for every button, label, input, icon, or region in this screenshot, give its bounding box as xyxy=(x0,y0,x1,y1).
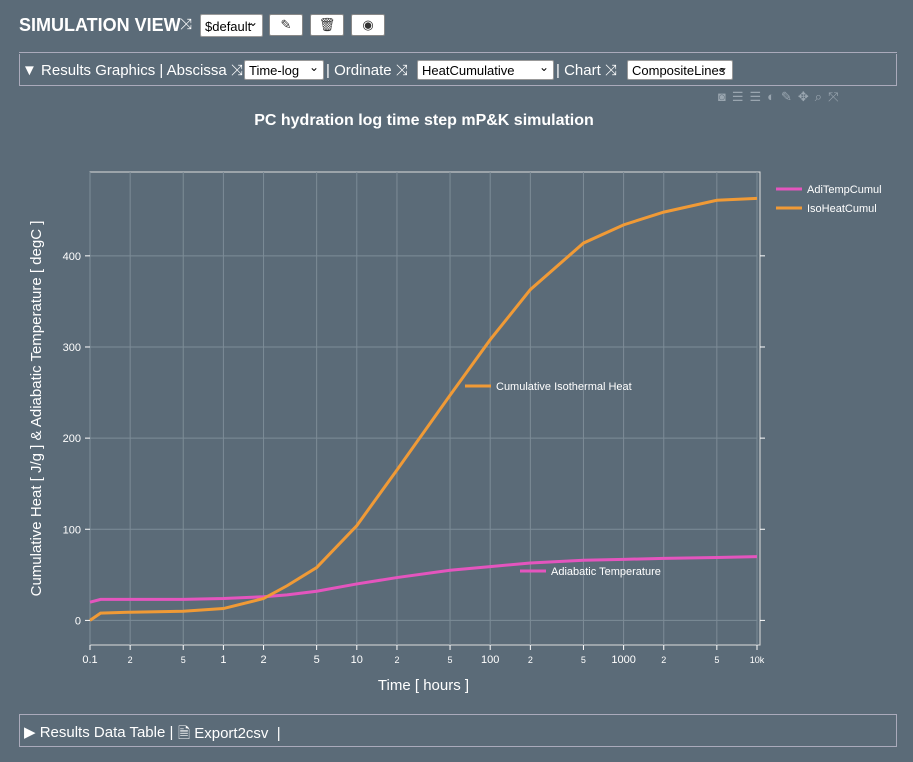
section-label: Results Graphics xyxy=(41,62,156,79)
x-axis-label: Time [ hours ] xyxy=(378,677,469,694)
x-tick-label: 1 xyxy=(220,654,226,666)
shuffle-icon: ⤨ xyxy=(180,16,193,33)
x-tick-label: 5 xyxy=(448,655,453,665)
abscissa-label: Abscissa xyxy=(166,62,227,79)
divider xyxy=(19,52,897,53)
series-line xyxy=(89,196,758,622)
y-tick-label: 0 xyxy=(75,615,81,627)
legend-label: AdiTempCumul xyxy=(807,184,882,196)
chart-title: PC hydration log time step mP&K simulati… xyxy=(254,112,594,129)
y-tick-label: 400 xyxy=(63,251,81,263)
toolbar-frame xyxy=(19,54,897,86)
x-tick-label: 5 xyxy=(181,655,186,665)
series-line xyxy=(89,555,758,604)
x-tick-label: 1000 xyxy=(611,654,635,666)
chart: PC hydration log time step mP&K simulati… xyxy=(28,112,882,694)
x-tick-label: 5 xyxy=(581,655,586,665)
x-tick-label: 2 xyxy=(394,655,399,665)
y-tick-label: 200 xyxy=(63,433,81,445)
export-button[interactable]: 🗎 Export2csv | xyxy=(178,725,281,742)
legend-label: IsoHeatCumul xyxy=(807,203,877,215)
export-label: Export2csv xyxy=(194,725,269,742)
delete-button[interactable]: 🗑 xyxy=(310,14,344,36)
view-button[interactable]: ◉ xyxy=(351,14,385,36)
ordinate-label: Ordinate xyxy=(334,62,392,79)
x-tick-label: 2 xyxy=(128,655,133,665)
chart-label: Chart xyxy=(564,62,601,79)
footer-section: Results Data Table xyxy=(39,724,166,741)
x-tick-label: 10k xyxy=(750,655,765,665)
x-tick-label: 5 xyxy=(714,655,719,665)
abscissa-select[interactable]: Time-log xyxy=(244,57,324,80)
x-tick-label: 0.1 xyxy=(82,654,97,666)
scenario-select[interactable]: $default xyxy=(200,11,263,37)
annotation: Adiabatic Temperature xyxy=(551,566,661,578)
y-tick-label: 100 xyxy=(63,524,81,536)
results-graphics-toggle[interactable]: ▼ Results Graphics | Abscissa ⤨ xyxy=(22,62,243,79)
x-tick-label: 2 xyxy=(260,654,266,666)
view-title: SIMULATION VIEW xyxy=(19,15,181,35)
chart-tools[interactable]: ◙☰☰◐✎✥⌕⤧ xyxy=(718,89,845,104)
chart-select[interactable]: CompositeLines xyxy=(627,57,733,80)
annotation: Cumulative Isothermal Heat xyxy=(496,381,632,393)
ordinate-group: | Ordinate ⤨ xyxy=(326,62,408,79)
x-tick-label: 5 xyxy=(314,654,320,666)
y-axis-label: Cumulative Heat [ J/g ] & Adiabatic Temp… xyxy=(28,221,45,597)
x-tick-label: 2 xyxy=(528,655,533,665)
edit-button[interactable]: ✎ xyxy=(269,14,303,36)
x-tick-label: 10 xyxy=(351,654,363,666)
results-table-toggle[interactable]: ▶ Results Data Table | xyxy=(24,724,174,741)
y-tick-label: 300 xyxy=(63,342,81,354)
ordinate-select[interactable]: HeatCumulative xyxy=(417,57,554,80)
x-tick-label: 2 xyxy=(661,655,666,665)
footer-frame xyxy=(19,714,897,747)
x-tick-label: 100 xyxy=(481,654,499,666)
chart-group: | Chart ⤨ xyxy=(556,62,617,79)
